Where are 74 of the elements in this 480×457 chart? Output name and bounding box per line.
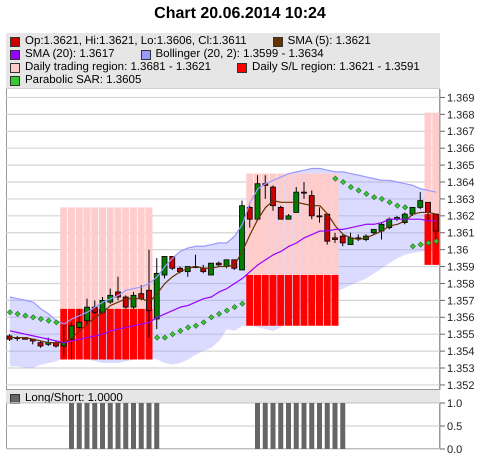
point [340,179,346,185]
y-tick-label: 1.367 [447,126,475,138]
point [208,314,214,320]
point [402,204,408,210]
candlestick [162,256,168,279]
point [425,240,432,246]
point [170,331,176,338]
chart-title: Chart 20.06.2014 10:24 [153,5,327,23]
legend-label: Bollinger (20, 2): 1.3599 - 1.3634 [156,48,324,61]
y-tick-label: 1.355 [447,329,475,342]
point [192,322,199,329]
line-series [9,168,437,325]
candlestick [270,184,276,212]
y-tick-label: 1.365 [447,160,475,172]
point [418,242,424,248]
candlestick [340,234,346,247]
y-tick-label: 1.358 [447,278,475,290]
legend-label: Daily trading region: 1.3681 - 1.3621 [25,61,212,74]
point [30,314,36,320]
candlestick [378,222,384,240]
y-tick-label: 1.0 [447,398,462,410]
point [232,304,238,310]
candlestick [301,182,307,200]
y-tick-label: 1.359 [447,261,475,274]
legend-label: Op:1.3621, Hi:1.3621, Lo:1.3606, Cl:1.3611 [25,35,247,48]
legend-label: Daily S/L region: 1.3621 - 1.3591 [252,61,420,74]
legend-label: SMA (20): 1.3617 [25,48,114,61]
point [410,243,416,250]
y-tick-label: 1.352 [447,380,475,392]
y-tick-label: 0.0 [447,444,462,456]
point [348,184,354,190]
y-tick-label: 1.357 [447,295,475,308]
point [433,238,440,244]
point [14,311,21,317]
point [239,300,246,307]
candlestick [332,232,338,244]
y-tick-label: 1.356 [447,312,475,324]
candlestick [316,206,322,224]
legend-label: Parabolic SAR: 1.3605 [25,74,142,87]
candlestick [348,232,354,246]
y-tick-label: 1.362 [447,210,475,223]
point [177,328,184,334]
point [46,318,52,324]
point [386,199,393,206]
y-tick-label: 1.354 [447,346,475,358]
point [356,188,362,194]
point [378,196,385,202]
point [53,319,60,326]
point [38,316,44,322]
point [185,324,192,330]
point [332,176,338,182]
point [154,334,160,340]
y-tick-label: 1.353 [447,362,475,375]
point [22,312,28,318]
point [224,308,230,314]
point [6,309,13,316]
y-tick-label: 1.366 [447,143,475,156]
legend-label: Long/Short: 1.0000 [25,392,123,405]
legend-label: SMA (5): 1.3621 [288,35,371,48]
y-tick-label: 1.363 [447,194,475,206]
y-tick-label: 1.368 [447,109,475,122]
y-tick-label: 0.5 [447,420,462,433]
point [363,190,370,197]
point [394,202,400,209]
y-tick-label: 1.369 [447,92,475,104]
candlestick [278,205,284,220]
point [371,194,378,200]
y-tick-label: 1.364 [447,176,475,189]
candlestick [417,192,424,210]
y-tick-label: 1.36 [447,244,468,257]
point [200,319,207,326]
point [162,334,168,340]
point [216,311,222,317]
y-tick-label: 1.361 [447,228,475,240]
